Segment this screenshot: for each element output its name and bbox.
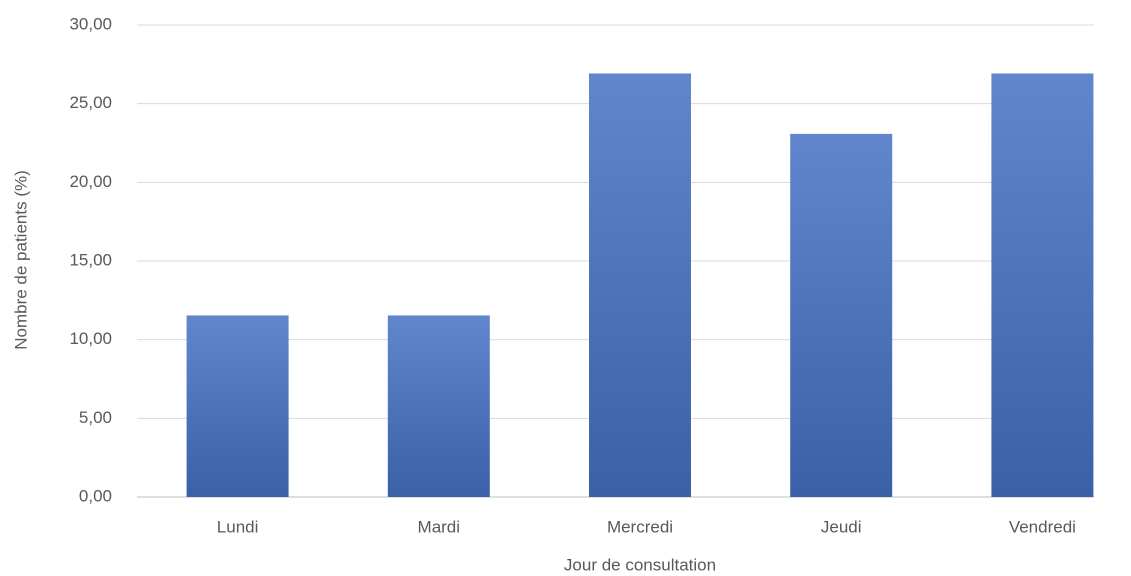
bar — [589, 73, 691, 497]
x-tick-label: Vendredi — [1009, 517, 1076, 536]
bar — [186, 315, 289, 497]
x-axis-title: Jour de consultation — [564, 555, 716, 574]
y-tick-label: 30,00 — [69, 14, 112, 33]
y-tick-label: 25,00 — [69, 93, 112, 112]
x-tick-label: Mercredi — [607, 517, 673, 536]
x-tick-label: Lundi — [217, 517, 259, 536]
y-axis-title: Nombre de patients (%) — [11, 170, 30, 350]
bar — [991, 73, 1094, 497]
bar — [790, 133, 893, 497]
y-tick-label: 15,00 — [69, 250, 112, 269]
bar — [387, 315, 490, 497]
y-tick-label: 10,00 — [69, 329, 112, 348]
y-tick-label: 20,00 — [69, 172, 112, 191]
y-tick-label: 5,00 — [79, 408, 112, 427]
x-tick-label: Mardi — [418, 517, 461, 536]
y-tick-label: 0,00 — [79, 486, 112, 505]
x-tick-label: Jeudi — [821, 517, 862, 536]
